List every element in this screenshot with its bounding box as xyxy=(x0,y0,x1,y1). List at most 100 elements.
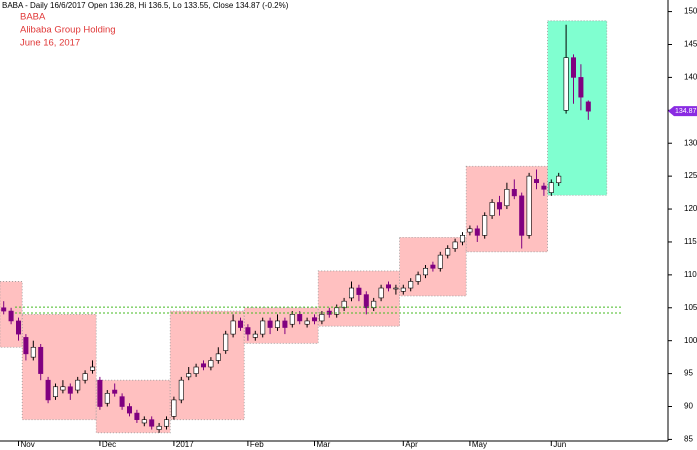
candle-body xyxy=(23,337,29,355)
candle-body xyxy=(67,386,73,394)
candle-body xyxy=(119,396,125,407)
x-tick-label: May xyxy=(472,440,487,449)
x-tick-label: 2017 xyxy=(176,440,194,449)
candle-body xyxy=(260,320,266,335)
candle-body xyxy=(482,215,488,236)
candle-body xyxy=(215,353,221,361)
y-tick-label: 85 xyxy=(684,435,693,444)
candle-body xyxy=(60,386,66,391)
candle-body xyxy=(193,366,199,374)
candle-body xyxy=(334,307,340,315)
candle-body xyxy=(415,274,421,282)
candle-body xyxy=(38,346,44,374)
candle-body xyxy=(230,320,236,335)
candle-body xyxy=(282,320,288,328)
candle-body xyxy=(82,373,88,381)
candle-body xyxy=(127,406,133,414)
y-tick-label: 90 xyxy=(684,402,693,411)
header: BABA - Daily 16/6/2017 Open 136.28, Hi 1… xyxy=(2,1,289,10)
candle-body xyxy=(304,320,310,325)
y-tick-label: 140 xyxy=(684,73,697,82)
candle-body xyxy=(8,310,14,322)
candle-body xyxy=(385,284,391,289)
candle-body xyxy=(570,57,576,78)
candle-body xyxy=(252,333,258,338)
x-tick-label: Dec xyxy=(102,440,116,449)
candle-body xyxy=(149,419,155,427)
candle-body xyxy=(393,287,399,290)
candle-body xyxy=(422,267,428,276)
candle-body xyxy=(297,314,303,322)
candle-body xyxy=(511,188,517,197)
candle-body xyxy=(341,300,347,309)
candle-body xyxy=(578,77,584,98)
zone xyxy=(547,20,608,196)
y-tick-label: 115 xyxy=(684,237,697,246)
candle-body xyxy=(156,425,162,430)
x-tick-label: Apr xyxy=(405,440,418,449)
x-tick-label: Feb xyxy=(250,440,264,449)
zones xyxy=(0,20,608,434)
candle-body xyxy=(489,202,495,216)
candle-body xyxy=(348,287,354,299)
candle-body xyxy=(223,333,229,351)
candle-body xyxy=(400,287,406,292)
candle-body xyxy=(378,287,384,299)
candle-body xyxy=(171,399,177,417)
candle-body xyxy=(363,294,369,309)
y-tick-label: 120 xyxy=(684,204,697,213)
candle-body xyxy=(445,248,451,256)
candle-body xyxy=(201,363,207,368)
candle-body xyxy=(496,202,502,210)
date: June 16, 2017 xyxy=(20,38,80,49)
candle-body xyxy=(533,179,539,184)
y-tick-label: 110 xyxy=(684,270,697,279)
candle-body xyxy=(459,235,465,243)
y-tick-label: 95 xyxy=(684,369,693,378)
zone xyxy=(21,313,97,421)
subtitle: Alibaba Group Holding xyxy=(20,25,116,36)
candle-body xyxy=(371,300,377,309)
candle-body xyxy=(267,320,273,328)
candle-body xyxy=(563,57,569,111)
candle-body xyxy=(164,419,170,427)
candle-body xyxy=(504,188,510,207)
candles xyxy=(1,24,591,433)
candle-body xyxy=(186,373,192,378)
candle-body xyxy=(474,228,480,236)
candle-body xyxy=(208,360,214,368)
last-price-box xyxy=(668,106,697,117)
candle-body xyxy=(356,287,362,295)
candle-body xyxy=(245,327,251,335)
candle-body xyxy=(289,314,295,325)
title: BABA xyxy=(20,12,46,23)
candle-body xyxy=(30,346,36,358)
candle-body xyxy=(430,264,436,269)
y-tick-label: 150 xyxy=(684,7,697,16)
x-tick-label: Mar xyxy=(317,440,331,449)
y-tick-label: 130 xyxy=(684,138,697,147)
candle-body xyxy=(52,386,58,397)
y-tick-label: 100 xyxy=(684,336,697,345)
zone xyxy=(95,379,171,434)
last-price-label: 134.87 xyxy=(675,108,697,115)
candle-body xyxy=(141,419,147,424)
candle-body xyxy=(408,281,414,289)
candle-body xyxy=(178,379,184,401)
candle-body xyxy=(75,379,81,391)
candle-body xyxy=(556,175,562,184)
candle-body xyxy=(452,241,458,249)
candle-body xyxy=(238,320,244,328)
candle-body xyxy=(274,320,280,328)
x-tick-label: Jun xyxy=(553,440,566,449)
x-tick-label: Nov xyxy=(21,440,35,449)
candle-body xyxy=(311,317,317,322)
candle-body xyxy=(45,379,51,401)
candle-body xyxy=(1,307,7,312)
candle-body xyxy=(519,195,525,236)
candle-body xyxy=(467,228,473,233)
y-tick-label: 145 xyxy=(684,40,697,49)
candle-body xyxy=(585,101,591,112)
candle-body xyxy=(134,412,140,420)
